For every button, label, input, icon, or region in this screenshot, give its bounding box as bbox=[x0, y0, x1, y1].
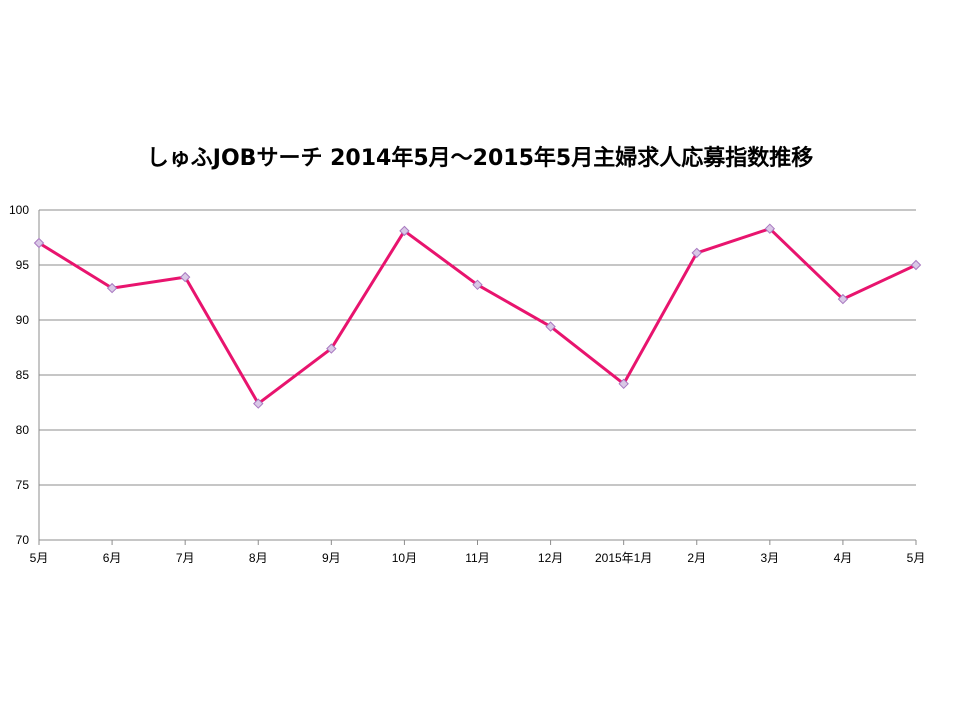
data-point-marker bbox=[399, 225, 410, 237]
data-point-marker bbox=[910, 259, 922, 271]
x-tick-labels: 5月 6月 7月 8月 9月 10月 11月 12月 2015年1月 2月 3月 4月 5月 bbox=[30, 551, 926, 565]
data-point-marker bbox=[618, 378, 629, 390]
data-point-marker bbox=[764, 223, 776, 234]
y-tick-label: 85 bbox=[16, 368, 30, 382]
x-tick-label: 2月 bbox=[687, 551, 706, 565]
data-point-marker bbox=[33, 237, 45, 249]
y-tick-labels: 70 75 80 85 90 95 100 bbox=[9, 203, 29, 547]
data-point-marker bbox=[106, 282, 118, 294]
gridlines bbox=[39, 209, 916, 486]
y-tick-label: 95 bbox=[16, 258, 30, 272]
x-tick-label: 10月 bbox=[392, 551, 417, 565]
data-point-marker bbox=[253, 398, 264, 409]
x-tick-label: 7月 bbox=[176, 551, 195, 565]
data-point-marker bbox=[179, 271, 191, 283]
x-tick-label: 5月 bbox=[30, 551, 49, 565]
data-point-marker bbox=[837, 293, 849, 305]
x-tick-label: 12月 bbox=[538, 551, 563, 565]
y-tick-label: 90 bbox=[16, 313, 30, 327]
x-tick-label: 3月 bbox=[760, 551, 779, 565]
series-markers bbox=[33, 223, 922, 409]
y-tick-label: 75 bbox=[16, 478, 30, 492]
x-tick-label: 4月 bbox=[834, 551, 853, 565]
data-point-marker bbox=[472, 279, 483, 291]
y-tick-label: 80 bbox=[16, 423, 30, 437]
data-point-marker bbox=[326, 343, 337, 354]
x-tick-label: 5月 bbox=[907, 551, 926, 565]
chart-title: しゅふJOBサーチ 2014年5月～2015年5月主婦求人応募指数推移 bbox=[146, 146, 814, 171]
y-tick-label: 100 bbox=[9, 203, 29, 217]
data-point-marker bbox=[545, 321, 556, 332]
y-tick-label: 70 bbox=[16, 533, 30, 547]
x-tick-label: 11月 bbox=[465, 551, 489, 565]
x-tick-label: 6月 bbox=[103, 551, 122, 565]
x-tick-label: 8月 bbox=[249, 551, 268, 565]
x-tick-label: 2015年1月 bbox=[595, 551, 652, 565]
axes bbox=[38, 210, 917, 545]
data-point-marker bbox=[691, 247, 702, 259]
series-lines bbox=[38, 227, 917, 406]
series-line bbox=[38, 227, 917, 406]
x-tick-label: 9月 bbox=[322, 551, 341, 565]
